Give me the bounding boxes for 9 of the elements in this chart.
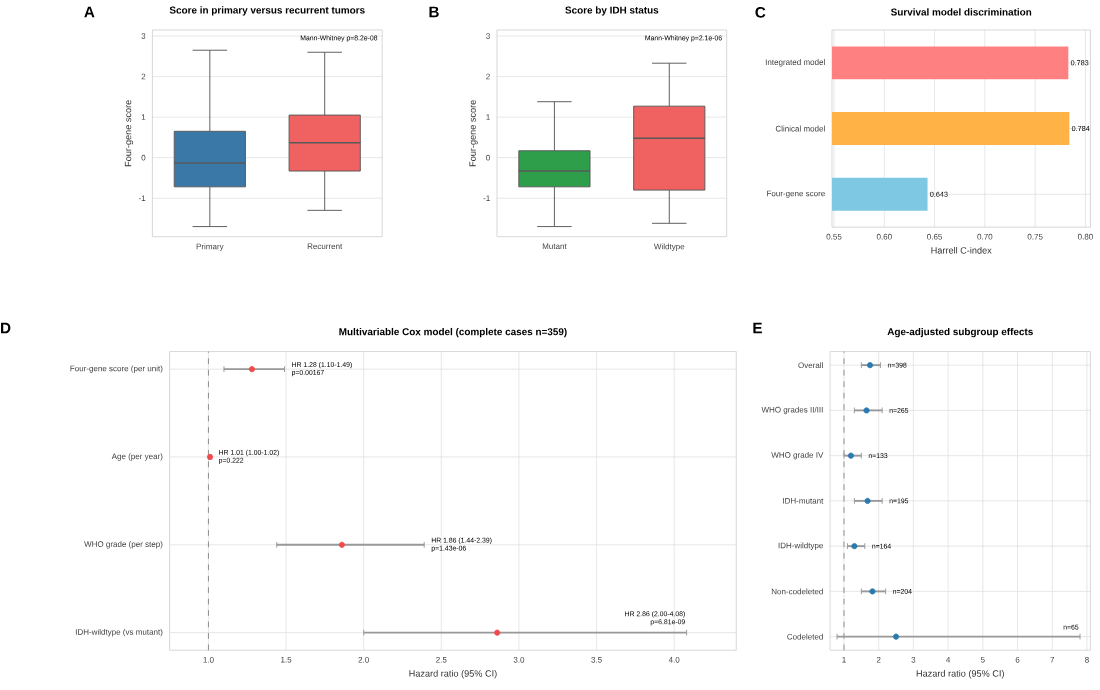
point — [866, 361, 874, 369]
point — [338, 541, 345, 548]
point — [863, 407, 870, 414]
point — [892, 633, 900, 640]
point — [869, 588, 876, 595]
point — [494, 629, 501, 636]
point — [851, 542, 858, 549]
point — [864, 497, 871, 504]
point — [248, 365, 255, 372]
